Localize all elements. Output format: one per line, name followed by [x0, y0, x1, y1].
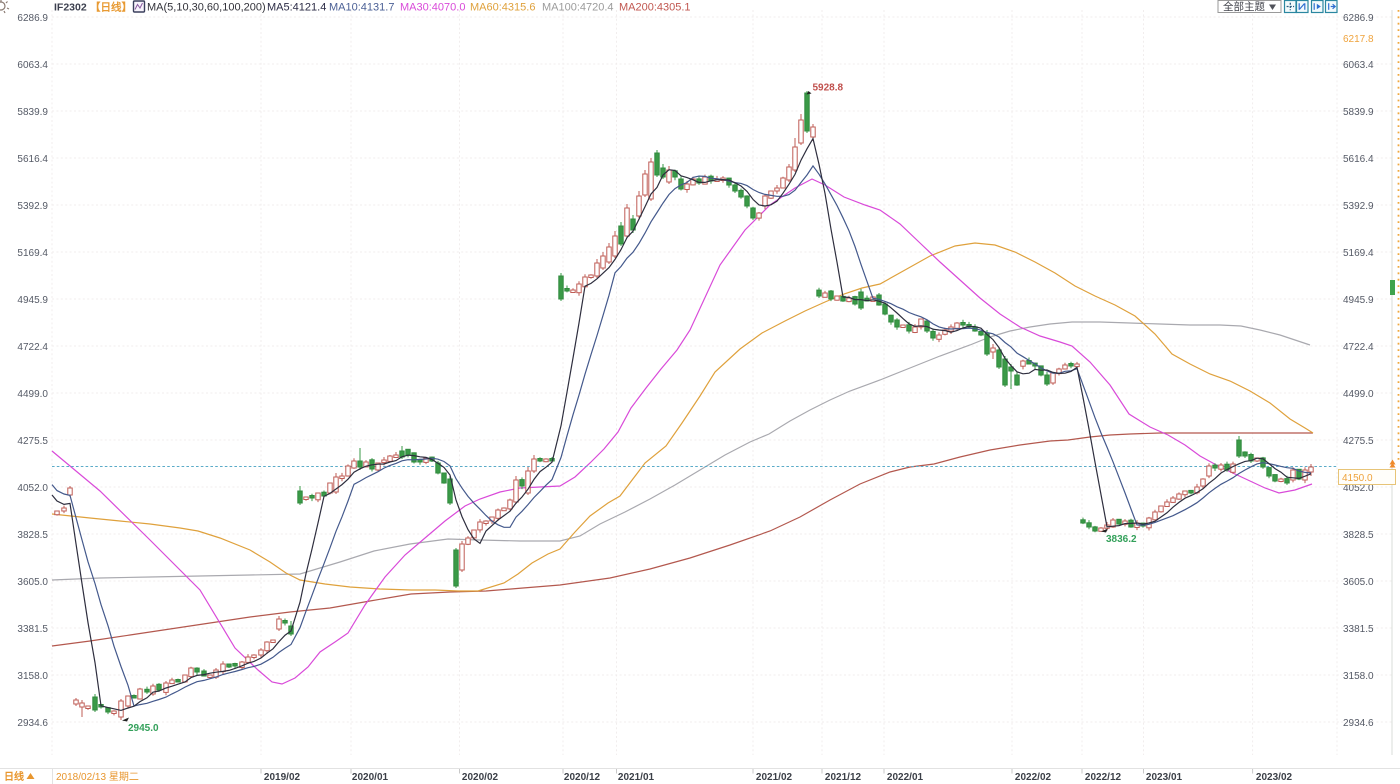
- svg-text:5392.9: 5392.9: [17, 201, 48, 212]
- svg-text:4722.4: 4722.4: [1343, 342, 1374, 353]
- svg-text:6063.4: 6063.4: [17, 60, 48, 71]
- svg-text:4052.0: 4052.0: [17, 483, 48, 494]
- svg-text:2022/01: 2022/01: [887, 772, 924, 783]
- svg-text:6286.9: 6286.9: [1343, 13, 1374, 24]
- svg-text:MA30:4070.0: MA30:4070.0: [400, 2, 465, 14]
- svg-text:2023/02: 2023/02: [1256, 772, 1293, 783]
- svg-text:IF2302: IF2302: [54, 2, 87, 14]
- svg-text:2945.0: 2945.0: [128, 723, 159, 734]
- svg-text:3828.5: 3828.5: [17, 530, 48, 541]
- svg-text:3381.5: 3381.5: [1343, 624, 1374, 635]
- svg-text:4052.0: 4052.0: [1343, 483, 1374, 494]
- svg-text:3836.2: 3836.2: [1106, 534, 1137, 545]
- svg-text:全部主题: 全部主题: [1223, 0, 1265, 13]
- svg-text:2022/02: 2022/02: [1015, 772, 1052, 783]
- svg-text:2019/02: 2019/02: [264, 772, 301, 783]
- svg-text:2021/01: 2021/01: [618, 772, 655, 783]
- svg-text:4945.9: 4945.9: [17, 295, 48, 306]
- svg-text:6217.8: 6217.8: [1343, 34, 1374, 45]
- svg-text:3158.0: 3158.0: [1343, 671, 1374, 682]
- svg-text:4275.5: 4275.5: [17, 436, 48, 447]
- svg-text:4499.0: 4499.0: [17, 389, 48, 400]
- svg-text:5616.4: 5616.4: [17, 154, 48, 165]
- svg-text:MA5:4121.4: MA5:4121.4: [267, 2, 326, 14]
- svg-text:2020/01: 2020/01: [352, 772, 389, 783]
- svg-text:3158.0: 3158.0: [17, 671, 48, 682]
- svg-text:4945.9: 4945.9: [1343, 295, 1374, 306]
- svg-text:5928.8: 5928.8: [813, 83, 844, 94]
- svg-text:2023/01: 2023/01: [1146, 772, 1183, 783]
- svg-text:4499.0: 4499.0: [1343, 389, 1374, 400]
- svg-text:2020/12: 2020/12: [564, 772, 601, 783]
- svg-text:4722.4: 4722.4: [17, 342, 48, 353]
- svg-text:3605.0: 3605.0: [1343, 577, 1374, 588]
- svg-text:2021/12: 2021/12: [825, 772, 862, 783]
- svg-text:6286.9: 6286.9: [17, 13, 48, 24]
- svg-text:4275.5: 4275.5: [1343, 436, 1374, 447]
- svg-text:MA10:4131.7: MA10:4131.7: [329, 2, 394, 14]
- svg-text:5392.9: 5392.9: [1343, 201, 1374, 212]
- svg-text:3828.5: 3828.5: [1343, 530, 1374, 541]
- svg-text:2020/02: 2020/02: [462, 772, 499, 783]
- svg-text:3605.0: 3605.0: [17, 577, 48, 588]
- svg-text:5169.4: 5169.4: [1343, 248, 1374, 259]
- svg-text:5616.4: 5616.4: [1343, 154, 1374, 165]
- svg-text:MA200:4305.1: MA200:4305.1: [619, 2, 691, 14]
- svg-text:2021/02: 2021/02: [756, 772, 793, 783]
- svg-text:3381.5: 3381.5: [17, 624, 48, 635]
- svg-text:MA100:4720.4: MA100:4720.4: [542, 2, 614, 14]
- svg-text:5839.9: 5839.9: [17, 107, 48, 118]
- svg-text:4150.0: 4150.0: [1342, 473, 1373, 484]
- svg-text:日线: 日线: [4, 770, 24, 783]
- svg-text:2934.6: 2934.6: [1343, 718, 1374, 729]
- svg-text:【日线】: 【日线】: [90, 1, 132, 14]
- svg-text:2018/02/13 星期二: 2018/02/13 星期二: [56, 771, 139, 783]
- svg-text:6063.4: 6063.4: [1343, 60, 1374, 71]
- svg-text:5839.9: 5839.9: [1343, 107, 1374, 118]
- svg-text:2022/12: 2022/12: [1085, 772, 1122, 783]
- svg-text:5169.4: 5169.4: [17, 248, 48, 259]
- svg-text:MA60:4315.6: MA60:4315.6: [470, 2, 535, 14]
- svg-text:2934.6: 2934.6: [17, 718, 48, 729]
- svg-text:MA(5,10,30,60,100,200): MA(5,10,30,60,100,200): [147, 2, 266, 14]
